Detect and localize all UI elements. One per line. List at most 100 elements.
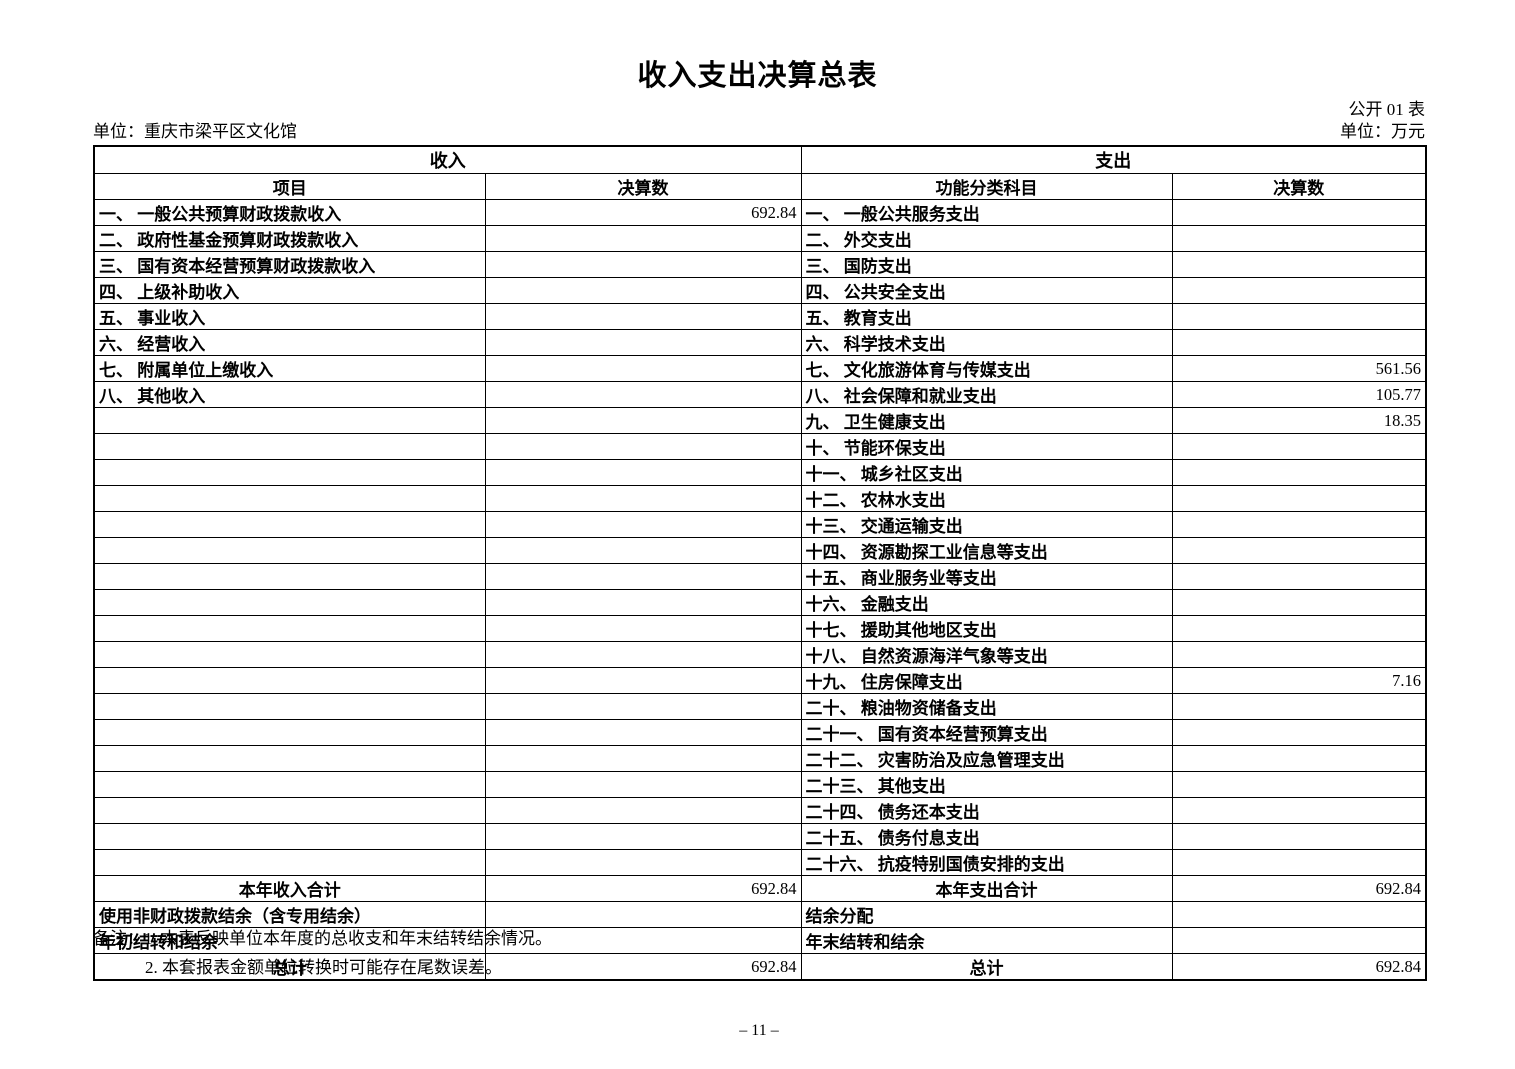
expenditure-item-cell: 九、 卫生健康支出 <box>800 407 1173 434</box>
expenditure-amount-cell <box>1171 563 1427 590</box>
revenue-amount-cell <box>484 823 802 850</box>
table-row: 十一、 城乡社区支出 <box>93 459 1427 486</box>
revenue-item-cell <box>93 511 486 538</box>
revenue-amount-cell <box>484 797 802 824</box>
revenue-total-value: 692.84 <box>484 875 802 902</box>
table-row: 三、 国有资本经营预算财政拨款收入 三、 国防支出 <box>93 251 1427 278</box>
currency-unit-label: 单位：万元 <box>1340 122 1425 141</box>
note-line-1: 备注：1. 本表反映单位本年度的总收支和年末结转结余情况。 <box>93 929 552 948</box>
begin-carryover-value <box>484 927 802 954</box>
expenditure-item-cell: 十九、 住房保障支出 <box>800 667 1173 694</box>
revenue-amount-cell <box>484 589 802 616</box>
table-row: 二十二、 灾害防治及应急管理支出 <box>93 745 1427 772</box>
expenditure-amount-cell <box>1171 251 1427 278</box>
expenditure-item-cell: 二十三、 其他支出 <box>800 771 1173 798</box>
expenditure-item-cell: 十三、 交通运输支出 <box>800 511 1173 538</box>
revenue-item-cell <box>93 667 486 694</box>
revenue-amount-cell <box>484 693 802 720</box>
expenditure-item-cell: 二十二、 灾害防治及应急管理支出 <box>800 745 1173 772</box>
revenue-amount-cell <box>484 225 802 252</box>
table-row: 十二、 农林水支出 <box>93 485 1427 512</box>
carryover-row: 年初结转和结余 年末结转和结余 <box>93 927 1427 954</box>
revenue-amount-cell <box>484 667 802 694</box>
revenue-item-cell <box>93 485 486 512</box>
expenditure-item-cell: 四、 公共安全支出 <box>800 277 1173 304</box>
revenue-item-cell <box>93 823 486 850</box>
revenue-item-cell: 六、 经营收入 <box>93 329 486 356</box>
expenditure-amount-cell <box>1171 459 1427 486</box>
table-row: 二十、 粮油物资储备支出 <box>93 693 1427 720</box>
revenue-item-cell: 四、 上级补助收入 <box>93 277 486 304</box>
expenditure-amount-cell <box>1171 277 1427 304</box>
revenue-item-cell <box>93 537 486 564</box>
revenue-item-cell <box>93 771 486 798</box>
table-code: 公开 01 表 <box>1348 100 1426 119</box>
expenditure-item-cell: 十五、 商业服务业等支出 <box>800 563 1173 590</box>
table-row: 十四、 资源勘探工业信息等支出 <box>93 537 1427 564</box>
end-carryover-label: 年末结转和结余 <box>800 927 1173 954</box>
expenditure-item-cell: 二十五、 债务付息支出 <box>800 823 1173 850</box>
surplus-distribution-value <box>1171 901 1427 928</box>
table-row: 二十三、 其他支出 <box>93 771 1427 798</box>
expenditure-amount-cell <box>1171 823 1427 850</box>
table-row: 二十六、 抗疫特别国债安排的支出 <box>93 849 1427 876</box>
revenue-grand-total-label: 总计 <box>93 953 486 981</box>
section-header-row: 收入 支出 <box>93 145 1427 174</box>
revenue-amount-cell <box>484 329 802 356</box>
revenue-amount-cell <box>484 433 802 460</box>
expenditure-item-cell: 十七、 援助其他地区支出 <box>800 615 1173 642</box>
revenue-amount-cell <box>484 355 802 382</box>
revenue-item-cell <box>93 589 486 616</box>
table-row: 四、 上级补助收入 四、 公共安全支出 <box>93 277 1427 304</box>
col-header-expenditure-item: 功能分类科目 <box>800 173 1173 200</box>
table-row: 二十一、 国有资本经营预算支出 <box>93 719 1427 746</box>
revenue-amount-cell <box>484 745 802 772</box>
expenditure-grand-total-value: 692.84 <box>1171 953 1427 981</box>
revenue-item-cell <box>93 433 486 460</box>
expenditure-amount-cell <box>1171 641 1427 668</box>
expenditure-item-cell: 十二、 农林水支出 <box>800 485 1173 512</box>
expenditure-amount-cell <box>1171 485 1427 512</box>
expenditure-amount-cell <box>1171 329 1427 356</box>
expenditure-amount-cell: 7.16 <box>1171 667 1427 694</box>
revenue-amount-cell <box>484 303 802 330</box>
table-row: 九、 卫生健康支出 18.35 <box>93 407 1427 434</box>
revenue-amount-cell <box>484 849 802 876</box>
expenditure-amount-cell <box>1171 693 1427 720</box>
table-row: 十八、 自然资源海洋气象等支出 <box>93 641 1427 668</box>
table-row: 十九、 住房保障支出 7.16 <box>93 667 1427 694</box>
expenditure-amount-cell <box>1171 849 1427 876</box>
table-row: 一、 一般公共预算财政拨款收入 692.84 一、 一般公共服务支出 <box>93 199 1427 226</box>
non-fiscal-surplus-row: 使用非财政拨款结余（含专用结余） 结余分配 <box>93 901 1427 928</box>
revenue-amount-cell <box>484 641 802 668</box>
revenue-item-cell: 二、 政府性基金预算财政拨款收入 <box>93 225 486 252</box>
table-row: 二十五、 债务付息支出 <box>93 823 1427 850</box>
expenditure-item-cell: 七、 文化旅游体育与传媒支出 <box>800 355 1173 382</box>
revenue-amount-cell <box>484 511 802 538</box>
org-unit-label: 单位：重庆市梁平区文化馆 <box>93 122 297 141</box>
totals-row: 本年收入合计 692.84 本年支出合计 692.84 <box>93 875 1427 902</box>
expenditure-amount-cell <box>1171 745 1427 772</box>
revenue-amount-cell <box>484 381 802 408</box>
page-number: – 11 – <box>739 1022 779 1039</box>
expenditure-item-cell: 十、 节能环保支出 <box>800 433 1173 460</box>
revenue-item-cell: 一、 一般公共预算财政拨款收入 <box>93 199 486 226</box>
table-row: 二十四、 债务还本支出 <box>93 797 1427 824</box>
page-title: 收入支出决算总表 <box>637 60 878 92</box>
table-header: 收入 支出 项目 决算数 功能分类科目 决算数 <box>93 145 1427 200</box>
expenditure-item-cell: 六、 科学技术支出 <box>800 329 1173 356</box>
revenue-item-cell <box>93 849 486 876</box>
col-header-revenue-item: 项目 <box>93 173 486 200</box>
expenditure-item-cell: 五、 教育支出 <box>800 303 1173 330</box>
expenditure-item-cell: 二十、 粮油物资储备支出 <box>800 693 1173 720</box>
revenue-amount-cell <box>484 459 802 486</box>
revenue-item-cell <box>93 563 486 590</box>
revenue-grand-total-value: 692.84 <box>484 953 802 981</box>
revenue-item-cell: 七、 附属单位上缴收入 <box>93 355 486 382</box>
expenditure-amount-cell <box>1171 589 1427 616</box>
expenditure-item-cell: 一、 一般公共服务支出 <box>800 199 1173 226</box>
revenue-amount-cell <box>484 719 802 746</box>
expenditure-amount-cell <box>1171 797 1427 824</box>
col-header-expenditure-amount: 决算数 <box>1171 173 1427 200</box>
